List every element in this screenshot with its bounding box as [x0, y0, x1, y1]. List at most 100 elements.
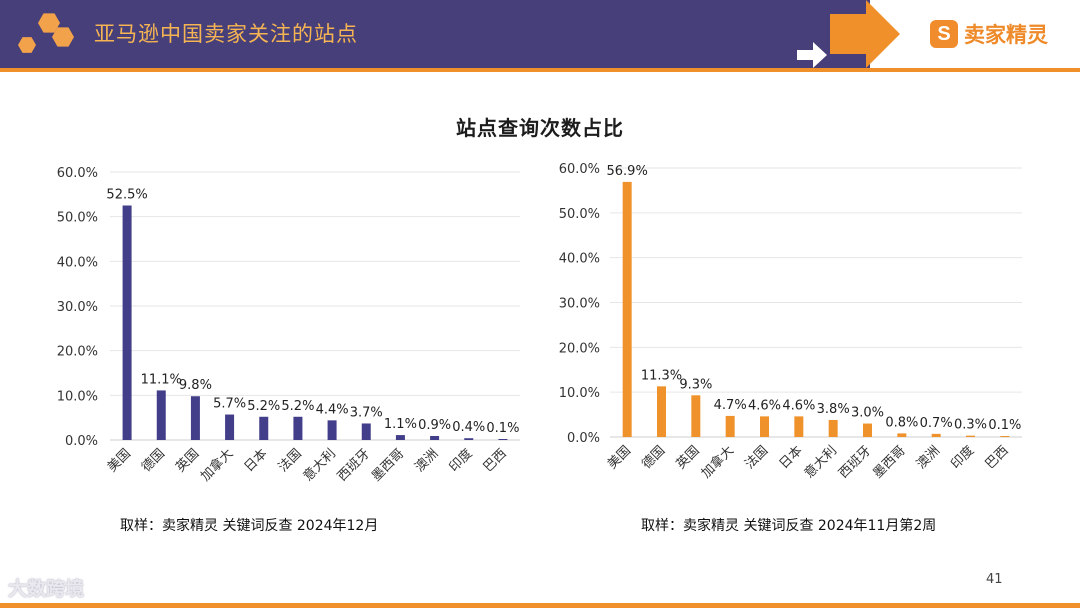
hexagon-icon: [18, 37, 36, 53]
bar: [327, 420, 337, 440]
x-tick-label: 澳洲: [913, 443, 943, 473]
x-tick-label: 日本: [777, 443, 806, 472]
page-title: 站点查询次数占比: [456, 116, 624, 140]
chart-source-note-left: 取样：卖家精灵 关键词反查 2024年12月: [120, 518, 379, 534]
x-tick-label: 西班牙: [335, 446, 373, 484]
bar: [931, 433, 941, 437]
data-label: 11.1%: [141, 372, 182, 387]
y-tick-label: 40.0%: [57, 255, 98, 270]
x-tick-label: 意大利: [801, 443, 840, 482]
footer-accent-line: [0, 603, 1080, 608]
bar: [156, 390, 166, 440]
y-tick-label: 50.0%: [559, 207, 600, 222]
hexagon-icon: [52, 27, 74, 47]
data-label: 0.9%: [418, 418, 451, 433]
chevron-arrow-icon: [830, 0, 900, 68]
x-tick-label: 美国: [105, 446, 134, 475]
header-accent-line: [0, 68, 1080, 72]
x-tick-label: 巴西: [481, 446, 510, 475]
data-label: 3.7%: [350, 405, 383, 420]
x-tick-label: 日本: [242, 446, 271, 475]
data-label: 5.7%: [213, 397, 246, 412]
x-tick-label: 印度: [446, 446, 476, 476]
x-tick-label: 西班牙: [836, 443, 874, 481]
data-label: 0.3%: [954, 418, 987, 433]
bar-chart-right: 0.0% 10.0% 20.0% 30.0% 40.0% 50.0% 60.0% 56.9% 美…: [559, 162, 1022, 481]
data-label: 5.2%: [247, 399, 280, 414]
y-tick-label: 0.0%: [567, 431, 600, 446]
bar: [225, 414, 235, 440]
bar: [657, 386, 666, 437]
x-tick-label: 英国: [674, 443, 703, 472]
bar: [966, 435, 975, 437]
header: 亚马逊中国卖家关注的站点 S 卖家精灵: [0, 0, 1080, 72]
logo-text: 卖家精灵: [964, 23, 1048, 47]
bar: [122, 205, 132, 440]
bar: [897, 433, 907, 437]
x-tick-label: 印度: [948, 443, 978, 473]
data-label: 4.6%: [782, 398, 815, 413]
bar: [691, 395, 701, 437]
y-tick-label: 0.0%: [65, 434, 98, 449]
x-tick-label: 美国: [605, 443, 634, 472]
y-tick-label: 60.0%: [57, 166, 98, 181]
y-tick-label: 20.0%: [559, 341, 600, 356]
page-number: 41: [986, 572, 1003, 587]
bar: [725, 415, 735, 437]
data-label: 5.2%: [281, 399, 314, 414]
data-label: 0.1%: [988, 418, 1021, 433]
header-band: [0, 0, 870, 68]
x-tick-label: 加拿大: [698, 443, 737, 482]
x-tick-label: 巴西: [983, 443, 1012, 472]
hexagon-icon: [38, 13, 60, 33]
logo-mark-icon: S: [930, 20, 958, 48]
bar: [190, 396, 200, 440]
header-title: 亚马逊中国卖家关注的站点: [94, 22, 358, 46]
y-tick-label: 40.0%: [559, 252, 600, 267]
data-label: 0.4%: [452, 420, 485, 435]
bar: [498, 439, 508, 440]
chart-source-note-right: 取样：卖家精灵 关键词反查 2024年11月第2周: [641, 518, 937, 534]
bar: [464, 438, 474, 440]
y-tick-label: 60.0%: [559, 162, 600, 177]
bar: [259, 416, 269, 440]
data-label: 9.3%: [679, 377, 712, 392]
data-label: 0.1%: [486, 421, 519, 436]
x-tick-label: 德国: [639, 443, 668, 472]
data-label: 52.5%: [106, 188, 147, 203]
y-tick-label: 30.0%: [57, 300, 98, 315]
x-tick-label: 墨西哥: [369, 446, 407, 484]
data-label: 4.6%: [748, 398, 781, 413]
data-label: 4.7%: [714, 398, 747, 413]
data-label: 9.8%: [179, 378, 212, 393]
x-tick-label: 法国: [742, 443, 771, 472]
x-tick-label: 澳洲: [412, 446, 442, 476]
watermark: 大数跨境: [8, 578, 85, 600]
x-tick-label: 意大利: [300, 446, 339, 485]
y-tick-label: 30.0%: [559, 297, 600, 312]
bar: [361, 423, 371, 440]
bar: [395, 435, 405, 440]
x-tick-label: 德国: [139, 446, 168, 475]
data-label: 11.3%: [641, 368, 682, 383]
arrow-right-icon: [797, 42, 827, 68]
data-label: 3.0%: [851, 406, 884, 421]
y-tick-label: 10.0%: [57, 389, 98, 404]
bar-chart-left: 0.0% 10.0% 20.0% 30.0% 40.0% 50.0% 60.0% 52.5% 美…: [57, 166, 520, 484]
bar: [863, 423, 872, 437]
x-tick-label: 英国: [173, 446, 202, 475]
data-label: 3.8%: [817, 402, 850, 417]
x-tick-label: 墨西哥: [870, 443, 908, 481]
bar: [794, 416, 804, 437]
y-tick-label: 10.0%: [559, 386, 600, 401]
y-tick-label: 20.0%: [57, 345, 98, 360]
data-label: 0.7%: [920, 416, 953, 431]
data-label: 1.1%: [384, 417, 417, 432]
bar: [622, 181, 632, 437]
y-tick-label: 50.0%: [57, 211, 98, 226]
bar: [828, 419, 838, 437]
data-label: 0.8%: [885, 415, 918, 430]
bar: [760, 416, 769, 437]
bar: [430, 435, 440, 440]
